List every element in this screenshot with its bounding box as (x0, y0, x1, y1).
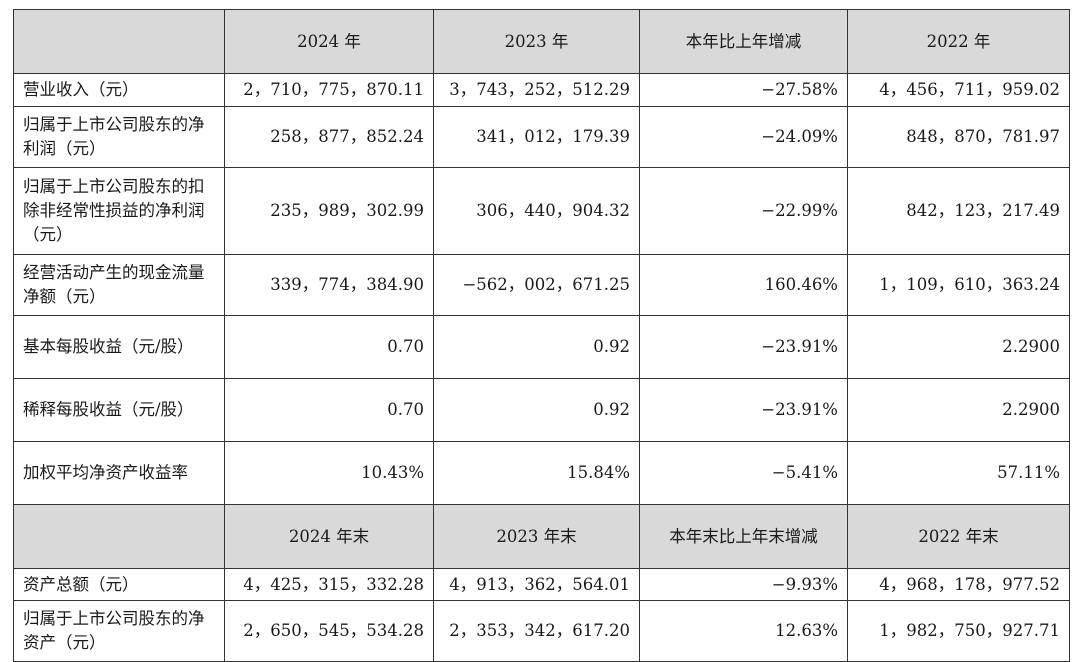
value-2024: 339，774，384.90 (224, 254, 434, 316)
value-2024: 2，650，545，534.28 (224, 600, 434, 662)
value-change: −9.93% (639, 568, 848, 601)
header-cell-2023-end: 2023 年末 (433, 504, 640, 569)
header-cell-label (13, 9, 225, 74)
row-label: 归属于上市公司股东的扣除非经常性损益的净利润（元） (13, 167, 225, 255)
table-row: 加权平均净资产收益率 10.43% 15.84% −5.41% 57.11% (13, 441, 1070, 505)
value-2022: 4，968，178，977.52 (847, 568, 1070, 601)
header-cell-label (13, 504, 225, 569)
value-2023: 15.84% (433, 441, 640, 505)
table-row: 归属于上市公司股东的净资产（元） 2，650，545，534.28 2，353，… (13, 600, 1070, 662)
value-2024: 2，710，775，870.11 (224, 73, 434, 107)
value-2022: 2.2900 (847, 378, 1070, 442)
table-row: 基本每股收益（元/股） 0.70 0.92 −23.91% 2.2900 (13, 315, 1070, 379)
financial-summary-table: 2024 年 2023 年 本年比上年增减 2022 年 营业收入（元） 2，7… (13, 9, 1070, 662)
value-2023: 0.92 (433, 378, 640, 442)
value-2024: 235，989，302.99 (224, 167, 434, 255)
value-change: −23.91% (639, 315, 848, 379)
row-label: 基本每股收益（元/股） (13, 315, 225, 379)
header-cell-change-end: 本年末比上年末增减 (639, 504, 848, 569)
header-cell-2024-end: 2024 年末 (224, 504, 434, 569)
value-2024: 0.70 (224, 378, 434, 442)
header-row-year-end: 2024 年末 2023 年末 本年末比上年末增减 2022 年末 (13, 504, 1070, 569)
value-change: −22.99% (639, 167, 848, 255)
value-2024: 258，877，852.24 (224, 106, 434, 168)
value-change: 160.46% (639, 254, 848, 316)
row-label: 资产总额（元） (13, 568, 225, 601)
value-change: 12.63% (639, 600, 848, 662)
value-2022: 4，456，711，959.02 (847, 73, 1070, 107)
value-2023: 3，743，252，512.29 (433, 73, 640, 107)
value-2024: 10.43% (224, 441, 434, 505)
value-2023: −562，002，671.25 (433, 254, 640, 316)
value-change: −24.09% (639, 106, 848, 168)
table-row: 资产总额（元） 4，425，315，332.28 4，913，362，564.0… (13, 568, 1070, 601)
header-row-annual: 2024 年 2023 年 本年比上年增减 2022 年 (13, 9, 1070, 74)
row-label: 归属于上市公司股东的净资产（元） (13, 600, 225, 662)
value-2023: 4，913，362，564.01 (433, 568, 640, 601)
table-row: 经营活动产生的现金流量净额（元） 339，774，384.90 −562，002… (13, 254, 1070, 316)
row-label: 稀释每股收益（元/股） (13, 378, 225, 442)
value-2022: 848，870，781.97 (847, 106, 1070, 168)
value-change: −23.91% (639, 378, 848, 442)
row-label: 经营活动产生的现金流量净额（元） (13, 254, 225, 316)
value-change: −27.58% (639, 73, 848, 107)
table-row: 稀释每股收益（元/股） 0.70 0.92 −23.91% 2.2900 (13, 378, 1070, 442)
table-row: 营业收入（元） 2，710，775，870.11 3，743，252，512.2… (13, 73, 1070, 107)
value-2022: 842，123，217.49 (847, 167, 1070, 255)
value-2023: 2，353，342，617.20 (433, 600, 640, 662)
table-row: 归属于上市公司股东的净利润（元） 258，877，852.24 341，012，… (13, 106, 1070, 168)
header-cell-2022-end: 2022 年末 (847, 504, 1070, 569)
value-2023: 0.92 (433, 315, 640, 379)
header-cell-2024: 2024 年 (224, 9, 434, 74)
value-change: −5.41% (639, 441, 848, 505)
row-label: 营业收入（元） (13, 73, 225, 107)
header-cell-2023: 2023 年 (433, 9, 640, 74)
value-2023: 341，012，179.39 (433, 106, 640, 168)
value-2022: 1，109，610，363.24 (847, 254, 1070, 316)
value-2024: 4，425，315，332.28 (224, 568, 434, 601)
value-2022: 1，982，750，927.71 (847, 600, 1070, 662)
value-2022: 57.11% (847, 441, 1070, 505)
row-label: 加权平均净资产收益率 (13, 441, 225, 505)
row-label: 归属于上市公司股东的净利润（元） (13, 106, 225, 168)
table-row: 归属于上市公司股东的扣除非经常性损益的净利润（元） 235，989，302.99… (13, 167, 1070, 255)
value-2024: 0.70 (224, 315, 434, 379)
header-cell-2022: 2022 年 (847, 9, 1070, 74)
value-2023: 306，440，904.32 (433, 167, 640, 255)
value-2022: 2.2900 (847, 315, 1070, 379)
header-cell-change: 本年比上年增减 (639, 9, 848, 74)
